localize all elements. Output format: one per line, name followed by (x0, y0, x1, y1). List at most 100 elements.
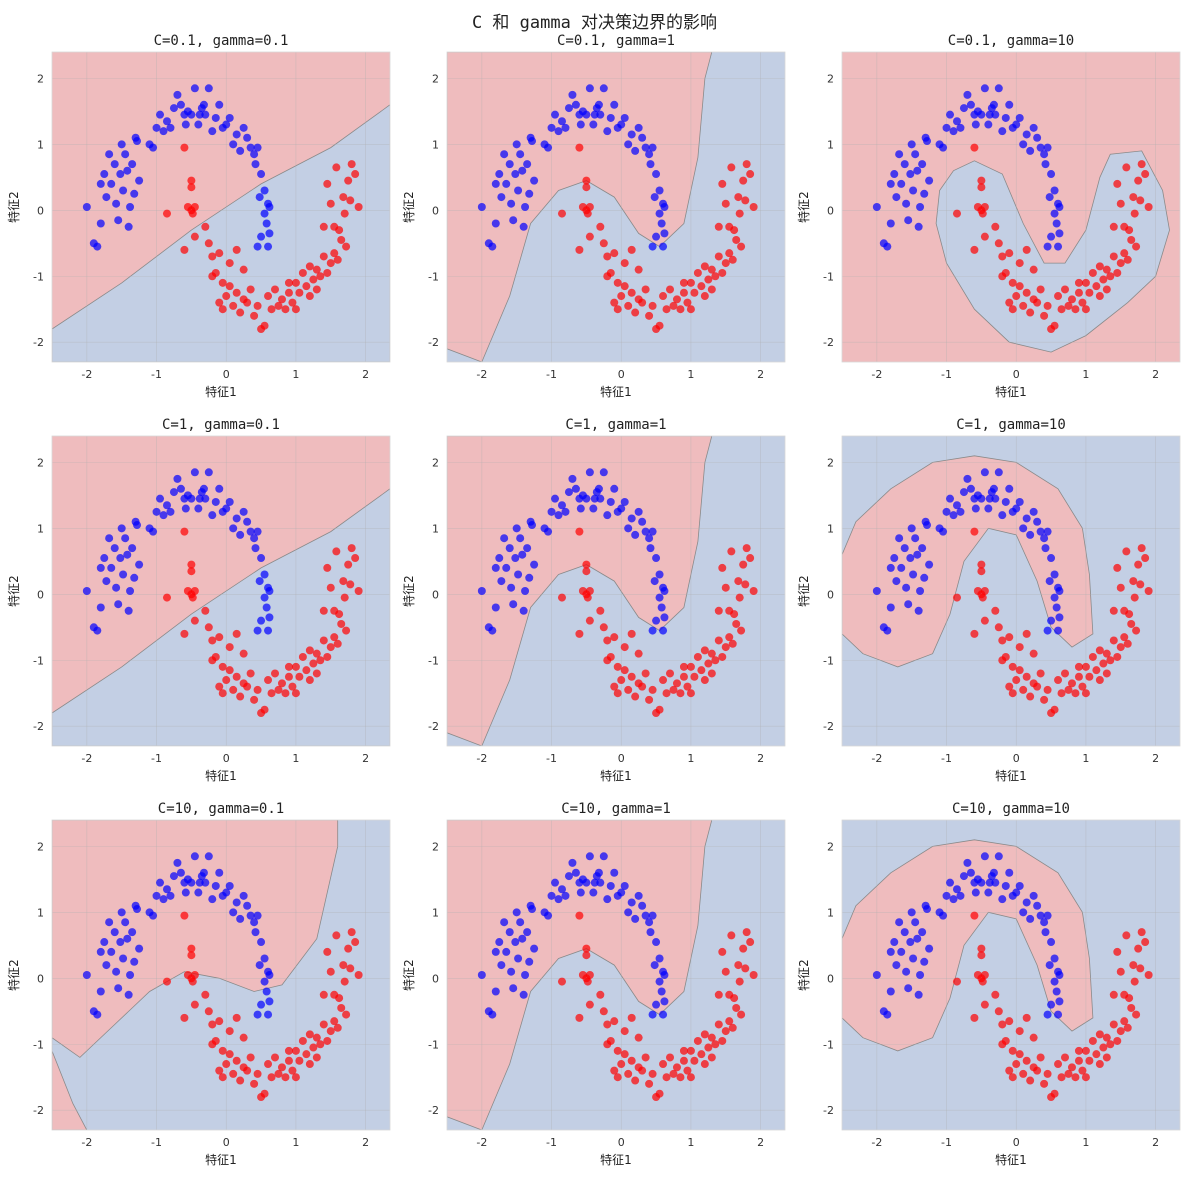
point-class0 (166, 891, 175, 900)
point-class1 (714, 222, 723, 231)
point-class0 (260, 570, 269, 579)
point-class0 (194, 504, 203, 513)
point-class1 (683, 298, 692, 307)
point-class0 (646, 928, 655, 937)
x-tick-label: 1 (292, 752, 299, 765)
point-class0 (530, 560, 539, 569)
point-class1 (319, 252, 328, 261)
point-class0 (181, 120, 190, 129)
point-class1 (281, 305, 290, 314)
point-class1 (1134, 560, 1143, 569)
point-class1 (1102, 669, 1111, 678)
point-class1 (1123, 639, 1132, 648)
decision-region (52, 488, 390, 746)
point-class1 (274, 301, 283, 310)
point-class1 (1050, 705, 1059, 714)
point-class1 (1061, 669, 1070, 678)
point-class1 (1005, 682, 1014, 691)
point-class0 (907, 908, 916, 917)
x-tick-label: -2 (81, 1136, 92, 1149)
point-class1 (617, 676, 626, 685)
point-class0 (173, 90, 182, 99)
point-class1 (236, 308, 245, 317)
point-class0 (971, 504, 980, 513)
y-axis-label: 特征2 (6, 959, 21, 991)
point-class0 (652, 232, 661, 241)
point-class1 (1071, 689, 1080, 698)
point-class1 (326, 259, 335, 268)
plot-frame (446, 435, 786, 747)
point-class0 (952, 885, 961, 894)
point-class0 (102, 577, 111, 586)
point-class0 (966, 100, 975, 109)
point-class1 (1099, 1043, 1108, 1052)
point-class1 (746, 170, 755, 179)
point-class1 (727, 931, 736, 940)
point-class0 (149, 143, 158, 152)
x-tick-label: -1 (151, 752, 162, 765)
point-class1 (305, 646, 314, 655)
point-class0 (253, 911, 262, 920)
point-class1 (1074, 1046, 1083, 1055)
point-class1 (1054, 292, 1063, 301)
point-class0 (505, 160, 514, 169)
point-class1 (291, 1046, 300, 1055)
point-class1 (1081, 305, 1090, 314)
x-tick-label: 2 (362, 752, 369, 765)
point-class1 (1019, 1069, 1028, 1078)
point-class0 (156, 878, 165, 887)
point-class1 (585, 203, 594, 211)
x-tick-label: -2 (476, 368, 487, 381)
point-class1 (239, 649, 248, 658)
subplot-title: C=1, gamma=0.1 (162, 417, 280, 433)
point-class1 (721, 583, 730, 592)
point-class1 (162, 209, 171, 218)
point-class0 (110, 544, 119, 553)
point-class0 (208, 127, 217, 136)
point-class1 (1113, 268, 1122, 277)
point-class0 (631, 914, 640, 923)
y-axis-label: 特征2 (796, 959, 811, 991)
point-class1 (998, 656, 1007, 665)
point-class1 (208, 1020, 217, 1029)
point-class1 (749, 971, 758, 979)
y-tick-label: -2 (823, 336, 834, 349)
point-class1 (739, 944, 748, 953)
point-class1 (970, 629, 979, 638)
point-class0 (518, 550, 527, 559)
y-tick-label: 2 (432, 72, 439, 85)
x-tick-label: 2 (362, 368, 369, 381)
point-class1 (718, 1036, 727, 1045)
y-tick-label: 0 (432, 588, 439, 601)
point-class0 (169, 104, 178, 113)
point-class0 (883, 626, 892, 635)
x-tick-label: -1 (546, 368, 557, 381)
point-class1 (704, 275, 713, 284)
point-class1 (250, 1079, 259, 1088)
point-class1 (596, 990, 605, 999)
y-tick-label: 1 (827, 906, 834, 919)
point-class1 (1122, 547, 1131, 556)
point-class1 (1113, 179, 1122, 188)
point-class0 (1045, 961, 1054, 970)
point-class1 (1081, 278, 1090, 287)
subplot-8: -2 -1 0 1 2 -2 -1 0 1 2 C=10, gamma=1 特征1 特征2 (401, 801, 786, 1167)
point-class0 (544, 143, 553, 152)
point-class0 (135, 176, 144, 185)
y-tick-label: -1 (428, 1038, 439, 1051)
point-class1 (260, 1089, 269, 1098)
point-class1 (700, 1060, 709, 1069)
point-class0 (952, 501, 961, 510)
point-class0 (507, 583, 516, 592)
point-class0 (956, 507, 965, 516)
point-class1 (994, 1007, 1003, 1016)
point-class1 (585, 587, 594, 595)
point-class0 (232, 898, 241, 907)
point-class1 (1141, 170, 1150, 179)
y-tick-label: 1 (432, 138, 439, 151)
y-tick-label: -1 (33, 654, 44, 667)
y-tick-label: -1 (823, 654, 834, 667)
point-class1 (218, 278, 227, 287)
point-class0 (495, 170, 504, 179)
point-class1 (1102, 1033, 1111, 1042)
